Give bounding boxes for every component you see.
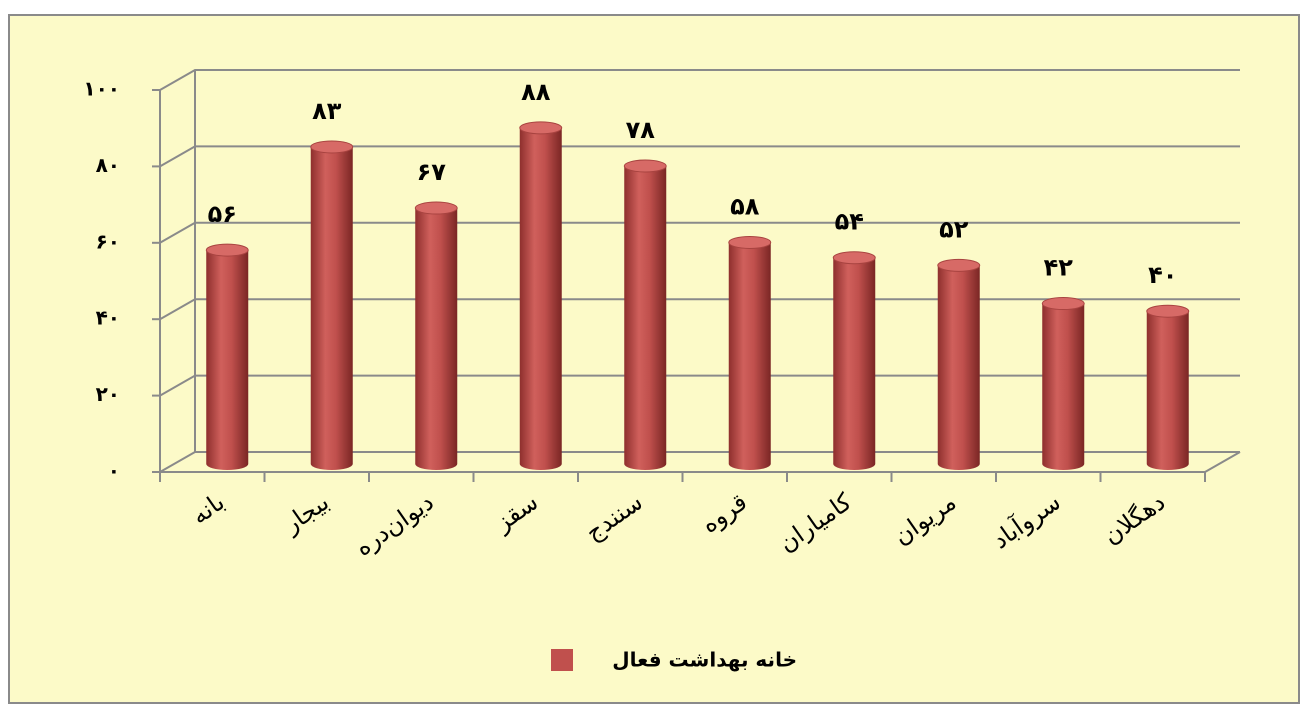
bar <box>937 265 980 470</box>
data-label: ۴۰ <box>1148 261 1177 289</box>
data-label: ۵۸ <box>730 192 760 220</box>
bar <box>310 146 353 470</box>
grid-line <box>159 374 1240 397</box>
y-tick-label: ۰ <box>108 459 120 483</box>
bar-top <box>623 159 667 173</box>
bar <box>1146 311 1189 470</box>
bar-top <box>205 243 249 257</box>
y-tick-label: ۶۰ <box>96 229 120 253</box>
y-tick-label: ۸۰ <box>96 153 120 177</box>
floor-edge <box>1204 451 1241 473</box>
legend-label: خانه بهداشت فعال <box>612 648 797 672</box>
grid-line <box>159 145 1240 168</box>
y-tick-label: ۴۰ <box>96 306 120 330</box>
y-tick-label: ۱۰۰ <box>83 77 120 101</box>
bar-top <box>937 258 981 272</box>
grid-line <box>159 69 1240 91</box>
data-label: ۵۴ <box>835 208 864 236</box>
bar-top <box>310 140 354 154</box>
grid-line <box>159 451 1240 473</box>
bar-top <box>728 235 772 249</box>
data-label: ۶۷ <box>417 158 447 186</box>
data-label: ۸۳ <box>312 97 342 125</box>
bar-top <box>1041 297 1085 311</box>
bar <box>1042 303 1085 470</box>
grid-line <box>159 298 1240 321</box>
data-label: ۸۸ <box>521 78 551 106</box>
bar-top <box>414 201 458 215</box>
bar <box>624 166 667 471</box>
bar <box>519 127 562 470</box>
data-label: ۴۲ <box>1044 254 1074 282</box>
data-label: ۵۶ <box>208 200 237 228</box>
data-label: ۷۸ <box>626 116 656 144</box>
bar <box>206 250 249 470</box>
bar <box>833 257 876 470</box>
data-label: ۵۲ <box>939 215 969 243</box>
bar-top <box>832 251 876 265</box>
bar <box>728 242 771 470</box>
legend-swatch <box>551 649 573 671</box>
grid-line <box>159 221 1240 244</box>
y-tick-label: ۲۰ <box>96 382 120 406</box>
bar <box>415 208 458 470</box>
bar-top <box>519 121 563 135</box>
bar-top <box>1146 304 1190 318</box>
